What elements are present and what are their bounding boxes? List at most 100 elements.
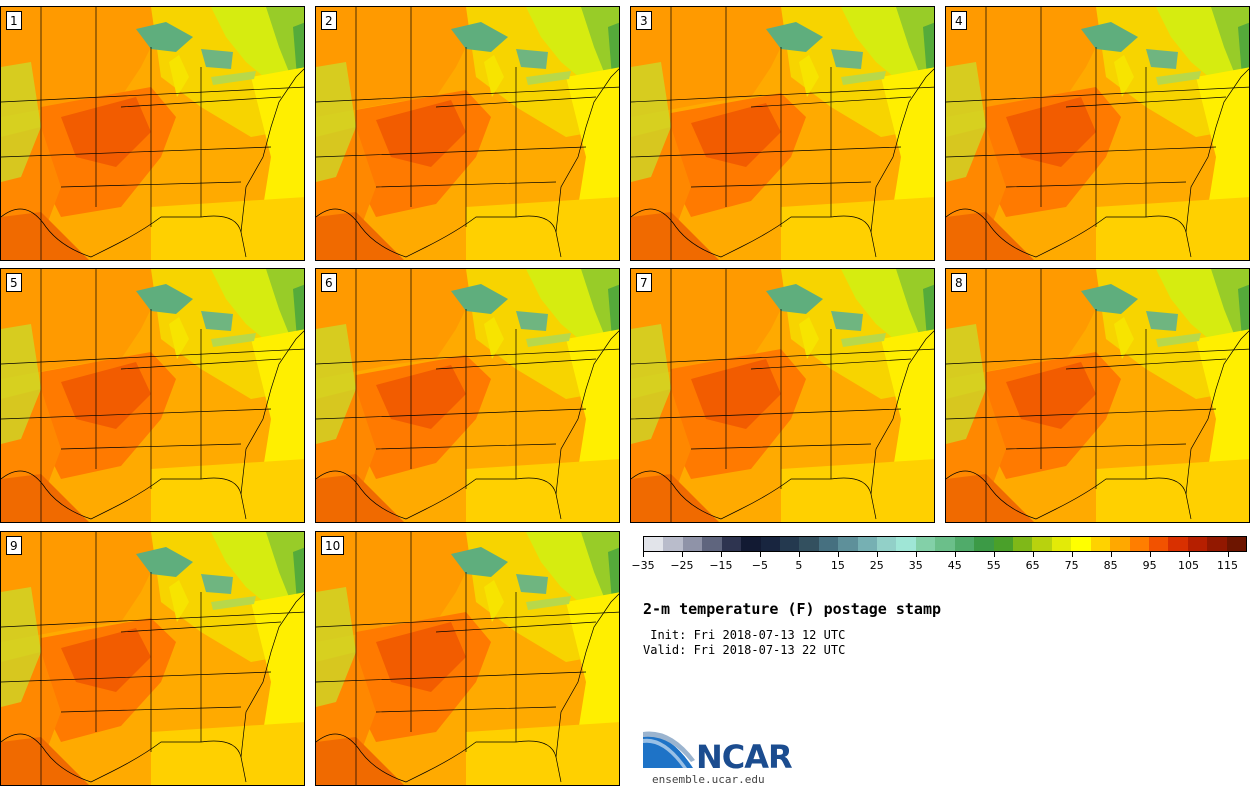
colorbar-swatch bbox=[1168, 537, 1188, 551]
colorbar-swatch bbox=[702, 537, 722, 551]
ensemble-member-panel: 1 bbox=[0, 6, 305, 261]
init-time: Init: Fri 2018-07-13 12 UTC bbox=[643, 628, 846, 642]
colorbar-swatch bbox=[935, 537, 955, 551]
colorbar-tick-label: 35 bbox=[908, 559, 923, 572]
colorbar-swatch bbox=[1148, 537, 1169, 551]
ensemble-member-panel: 7 bbox=[630, 268, 935, 523]
colorbar-tick-label: −5 bbox=[751, 559, 768, 572]
temperature-map bbox=[631, 269, 934, 522]
ensemble-member-panel: 4 bbox=[945, 6, 1250, 261]
colorbar-tick-label: 105 bbox=[1178, 559, 1200, 572]
member-number-label: 3 bbox=[636, 11, 652, 30]
colorbar-tick bbox=[837, 552, 839, 557]
colorbar-tick bbox=[1071, 552, 1073, 557]
colorbar-swatch bbox=[1090, 537, 1111, 551]
colorbar-swatch bbox=[818, 537, 839, 551]
colorbar-tick-label: −35 bbox=[631, 559, 655, 572]
temperature-map bbox=[1, 269, 304, 522]
member-number-label: 1 bbox=[6, 11, 22, 30]
temperature-map bbox=[316, 269, 619, 522]
colorbar-tick bbox=[798, 552, 800, 557]
colorbar-swatch bbox=[877, 537, 897, 551]
colorbar-tick bbox=[643, 552, 644, 557]
ensemble-member-panel: 3 bbox=[630, 6, 935, 261]
ensemble-member-panel: 10 bbox=[315, 531, 620, 786]
colorbar-swatch bbox=[1013, 537, 1033, 551]
colorbar-swatch bbox=[799, 537, 819, 551]
member-number-label: 8 bbox=[951, 273, 967, 292]
colorbar-tick bbox=[1227, 552, 1229, 557]
colorbar-tick-label: 65 bbox=[1025, 559, 1040, 572]
member-number-label: 7 bbox=[636, 273, 652, 292]
colorbar-tick-label: 115 bbox=[1217, 559, 1239, 572]
temperature-map bbox=[946, 7, 1249, 260]
colorbar-swatch bbox=[1226, 537, 1247, 551]
colorbar-swatch bbox=[682, 537, 703, 551]
temperature-map bbox=[316, 532, 619, 785]
colorbar-tick bbox=[720, 552, 722, 557]
colorbar-swatch bbox=[993, 537, 1014, 551]
colorbar-swatch bbox=[1051, 537, 1072, 551]
colorbar-swatch bbox=[1129, 537, 1149, 551]
colorbar-tick-label: 15 bbox=[830, 559, 845, 572]
colorbar-tick bbox=[954, 552, 956, 557]
figure-title: 2-m temperature (F) postage stamp bbox=[643, 600, 942, 618]
colorbar-swatch bbox=[974, 537, 994, 551]
ensemble-member-panel: 6 bbox=[315, 268, 620, 523]
colorbar-tick-label: 75 bbox=[1064, 559, 1079, 572]
colorbar-swatch bbox=[1207, 537, 1227, 551]
colorbar-ticks: −35 −25 −15 −5 5 15 25 35 45 55 65 75 85 95 105 115 bbox=[631, 552, 1247, 574]
site-url: ensemble.ucar.edu bbox=[652, 773, 765, 786]
colorbar-tick-label: 95 bbox=[1142, 559, 1157, 572]
member-number-label: 4 bbox=[951, 11, 967, 30]
ncar-logo-icon bbox=[643, 731, 695, 768]
colorbar-tick bbox=[993, 552, 995, 557]
colorbar-tick bbox=[1110, 552, 1112, 557]
colorbar-swatch bbox=[760, 537, 780, 551]
colorbar-tick bbox=[1032, 552, 1034, 557]
temperature-map bbox=[631, 7, 934, 260]
colorbar-tick-label: −15 bbox=[709, 559, 733, 572]
colorbar-tick bbox=[876, 552, 878, 557]
temperature-map bbox=[946, 269, 1249, 522]
valid-time: Valid: Fri 2018-07-13 22 UTC bbox=[643, 643, 846, 657]
temperature-map bbox=[316, 7, 619, 260]
ensemble-member-panel: 5 bbox=[0, 268, 305, 523]
member-number-label: 10 bbox=[321, 536, 345, 555]
colorbar-tick-label: 5 bbox=[795, 559, 803, 572]
colorbar-tick bbox=[681, 552, 683, 557]
member-number-label: 5 bbox=[6, 273, 22, 292]
colorbar-swatch bbox=[663, 537, 683, 551]
member-number-label: 2 bbox=[321, 11, 337, 30]
colorbar-swatch bbox=[721, 537, 742, 551]
colorbar-swatch bbox=[896, 537, 916, 551]
colorbar-tick-label: 25 bbox=[869, 559, 884, 572]
temperature-map bbox=[1, 532, 304, 785]
ensemble-member-panel: 8 bbox=[945, 268, 1250, 523]
colorbar-swatch bbox=[838, 537, 858, 551]
colorbar-swatch bbox=[779, 537, 800, 551]
colorbar-tick-label: 85 bbox=[1103, 559, 1118, 572]
ensemble-member-panel: 9 bbox=[0, 531, 305, 786]
colorbar-swatch bbox=[1032, 537, 1052, 551]
colorbar-swatch bbox=[1110, 537, 1130, 551]
temperature-map bbox=[1, 7, 304, 260]
colorbar-tick bbox=[915, 552, 917, 557]
colorbar-swatch bbox=[1071, 537, 1091, 551]
colorbar-swatch bbox=[857, 537, 878, 551]
temperature-colorbar bbox=[643, 536, 1247, 552]
logo-wordmark: NCAR bbox=[696, 738, 793, 776]
colorbar-tick bbox=[1188, 552, 1190, 557]
colorbar-swatch bbox=[1187, 537, 1208, 551]
ensemble-member-panel: 2 bbox=[315, 6, 620, 261]
colorbar-tick-label: −25 bbox=[670, 559, 694, 572]
colorbar-swatch bbox=[644, 537, 664, 551]
colorbar-tick-label: 45 bbox=[947, 559, 962, 572]
member-number-label: 9 bbox=[6, 536, 22, 555]
colorbar-swatch bbox=[954, 537, 975, 551]
colorbar-tick bbox=[759, 552, 761, 557]
colorbar-swatch bbox=[741, 537, 761, 551]
member-number-label: 6 bbox=[321, 273, 337, 292]
colorbar-swatch bbox=[915, 537, 936, 551]
colorbar-tick bbox=[1149, 552, 1151, 557]
